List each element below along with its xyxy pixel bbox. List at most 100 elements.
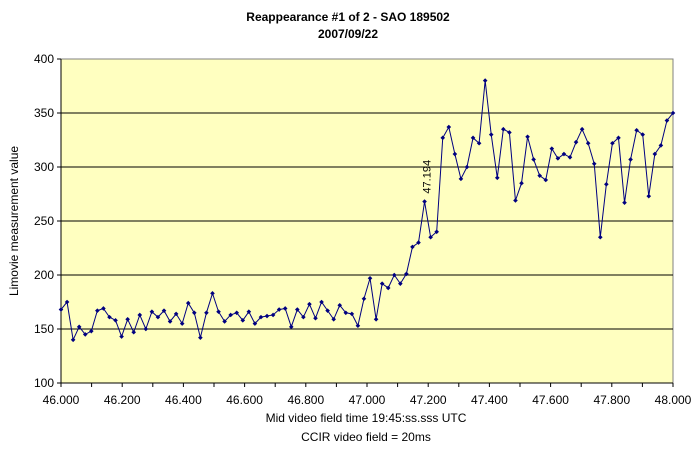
tick-labels: 100 150 200 250 300 350 400 46.000 46.200 46.400 4… xyxy=(34,52,692,407)
data-point xyxy=(252,321,258,326)
data-point xyxy=(422,199,427,204)
y-tick-label: 200 xyxy=(34,268,54,282)
data-point xyxy=(70,337,76,343)
data-point xyxy=(373,316,379,322)
data-point xyxy=(555,156,561,161)
data-point xyxy=(155,314,161,320)
data-point xyxy=(119,334,124,339)
data-point xyxy=(355,323,361,329)
data-point xyxy=(143,326,149,332)
data-point xyxy=(458,176,464,182)
x-tick-label: 47.000 xyxy=(349,393,386,407)
data-point xyxy=(325,308,330,313)
data-point xyxy=(137,312,143,318)
data-point xyxy=(210,291,215,296)
data-point xyxy=(270,312,276,318)
x-tick-label: 48.000 xyxy=(655,393,692,407)
data-point xyxy=(264,313,270,319)
data-point xyxy=(131,329,137,335)
data-point xyxy=(64,299,70,305)
y-axis-label: Limovie measurement value xyxy=(7,146,21,296)
data-point xyxy=(543,177,549,183)
y-tick-label: 400 xyxy=(34,52,54,66)
data-point xyxy=(192,310,197,316)
data-point xyxy=(234,310,240,316)
data-point xyxy=(282,306,288,311)
data-point xyxy=(125,316,130,322)
x-tick-label: 46.000 xyxy=(43,393,80,407)
data-point xyxy=(567,154,573,160)
data-point xyxy=(228,312,233,318)
x-tick-label: 47.600 xyxy=(532,393,569,407)
annotation-label: 47.194 xyxy=(421,160,433,194)
data-point xyxy=(670,110,676,116)
y-tick-label: 250 xyxy=(34,214,54,228)
data-series xyxy=(58,78,676,343)
data-point xyxy=(537,173,542,178)
chart-title: Reappearance #1 of 2 - SAO 189502 xyxy=(246,10,450,24)
data-point xyxy=(561,151,567,157)
x-axis-label: Mid video field time 19:45:ss.sss UTC xyxy=(266,411,467,425)
data-point xyxy=(113,318,118,323)
data-point xyxy=(519,180,524,186)
data-point xyxy=(95,308,100,313)
data-point xyxy=(179,321,185,326)
data-point xyxy=(585,140,591,146)
data-point xyxy=(664,118,670,123)
data-point xyxy=(494,175,500,181)
data-point xyxy=(658,143,664,148)
x-tick-label: 46.200 xyxy=(104,393,141,407)
data-point xyxy=(404,271,409,277)
data-point xyxy=(464,164,470,170)
data-point xyxy=(198,335,203,340)
data-point xyxy=(331,316,336,322)
data-point xyxy=(476,140,482,146)
data-point xyxy=(167,319,173,324)
y-tick-label: 150 xyxy=(34,322,54,336)
data-point xyxy=(482,78,488,83)
data-point xyxy=(622,200,627,205)
data-point xyxy=(446,124,452,130)
x-axis-sublabel: CCIR video field = 20ms xyxy=(301,430,431,444)
data-point xyxy=(616,135,621,141)
data-point xyxy=(185,300,191,306)
y-tick-label: 350 xyxy=(34,106,54,120)
data-point xyxy=(101,306,106,311)
data-point xyxy=(507,130,512,135)
data-point xyxy=(343,310,349,316)
data-point xyxy=(319,299,324,305)
data-point xyxy=(258,314,264,320)
data-point xyxy=(161,308,167,313)
data-point xyxy=(76,324,82,330)
data-point xyxy=(434,229,439,235)
data-point xyxy=(579,126,585,132)
data-point xyxy=(367,275,373,281)
data-point xyxy=(398,281,403,286)
data-point xyxy=(149,309,155,315)
y-tick-label: 300 xyxy=(34,160,54,174)
data-point xyxy=(452,151,458,157)
data-point xyxy=(204,310,209,316)
x-tick-label: 47.800 xyxy=(593,393,630,407)
data-point xyxy=(604,181,609,187)
data-point xyxy=(652,151,658,157)
data-point xyxy=(591,161,597,167)
data-point xyxy=(216,309,221,315)
x-tick-label: 46.400 xyxy=(165,393,202,407)
y-tick-label: 100 xyxy=(34,376,54,390)
chart-subtitle: 2007/09/22 xyxy=(318,27,378,41)
data-point xyxy=(82,332,88,337)
data-point xyxy=(501,126,506,132)
data-point xyxy=(634,127,639,133)
axes xyxy=(57,58,674,387)
data-point xyxy=(646,193,652,199)
data-point xyxy=(573,139,579,145)
gridlines xyxy=(61,112,673,330)
data-point xyxy=(276,307,282,312)
data-point xyxy=(488,132,494,137)
x-tick-label: 47.400 xyxy=(471,393,508,407)
data-point xyxy=(313,315,318,321)
data-point xyxy=(470,135,476,141)
